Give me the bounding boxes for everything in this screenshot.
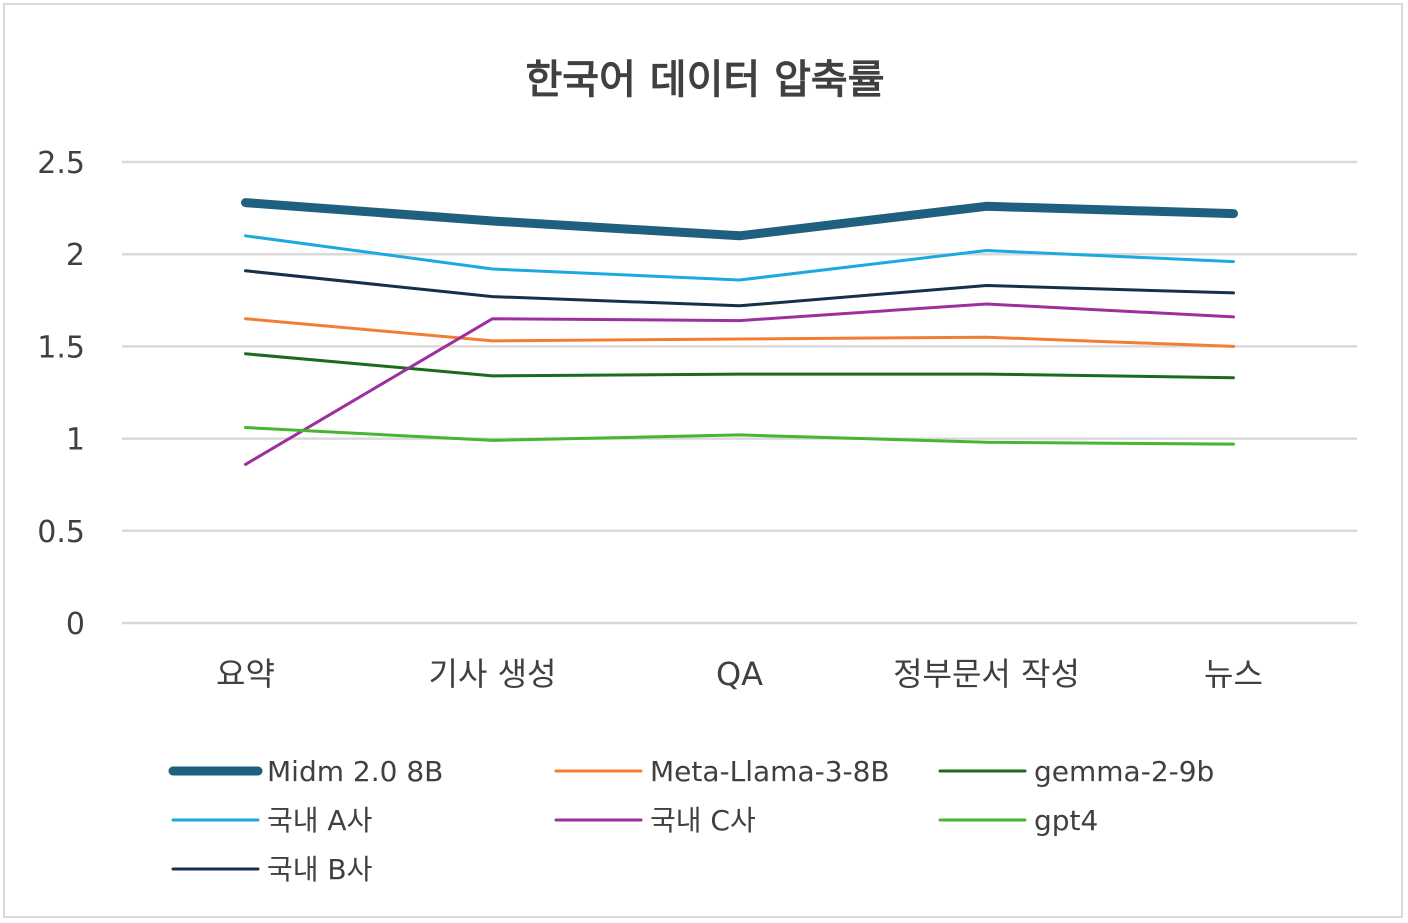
y-tick-label: 1 [66,423,85,458]
x-tick-label: QA [716,655,763,693]
y-tick-label: 0.5 [37,515,85,550]
x-tick-label: 요약 [216,655,275,693]
legend-label: 국내 B사 [267,853,372,886]
line-chart: 한국어 데이터 압축률 0 0.5 1 1.5 2 2.5 요약 기사 생성 QA 정부문서 작성 뉴… [37,57,1357,886]
legend-item: gpt4 [938,804,1098,837]
series-line-midm-2-0-8b [241,198,1238,241]
y-tick-label: 0 [66,607,85,642]
series-line-국내-a사 [244,234,1235,282]
legend-label: Midm 2.0 8B [267,755,443,788]
series-line-국내-c사 [244,302,1235,466]
y-tick-label: 2 [66,238,85,273]
x-tick-label: 기사 생성 [429,655,557,693]
series-line-gpt4 [244,426,1235,446]
legend-item: Meta-Llama-3-8B [554,755,890,788]
legend-label: gpt4 [1034,804,1098,837]
x-tick-label: 정부문서 작성 [893,655,1080,693]
legend-item: 국내 C사 [554,804,756,837]
y-tick-label: 2.5 [37,146,85,181]
series-line-gemma-2-9b [244,352,1235,380]
series-line-국내-b사 [244,269,1235,308]
legend-label: gemma-2-9b [1034,755,1214,788]
legend-label: 국내 C사 [650,804,756,837]
legend-item: Midm 2.0 8B [168,755,443,788]
legend-label: Meta-Llama-3-8B [650,755,890,788]
chart-frame: 한국어 데이터 압축률 0 0.5 1 1.5 2 2.5 요약 기사 생성 QA 정부문서 작성 뉴… [3,3,1403,918]
legend-label: 국내 A사 [267,804,372,837]
legend-item: 국내 A사 [171,804,372,837]
legend-item: 국내 B사 [171,853,372,886]
series-line-meta-llama-3-8b [244,317,1235,348]
legend-item: gemma-2-9b [938,755,1214,788]
x-tick-label: 뉴스 [1204,655,1263,693]
chart-title: 한국어 데이터 압축률 [525,57,884,103]
y-tick-label: 1.5 [37,330,85,365]
